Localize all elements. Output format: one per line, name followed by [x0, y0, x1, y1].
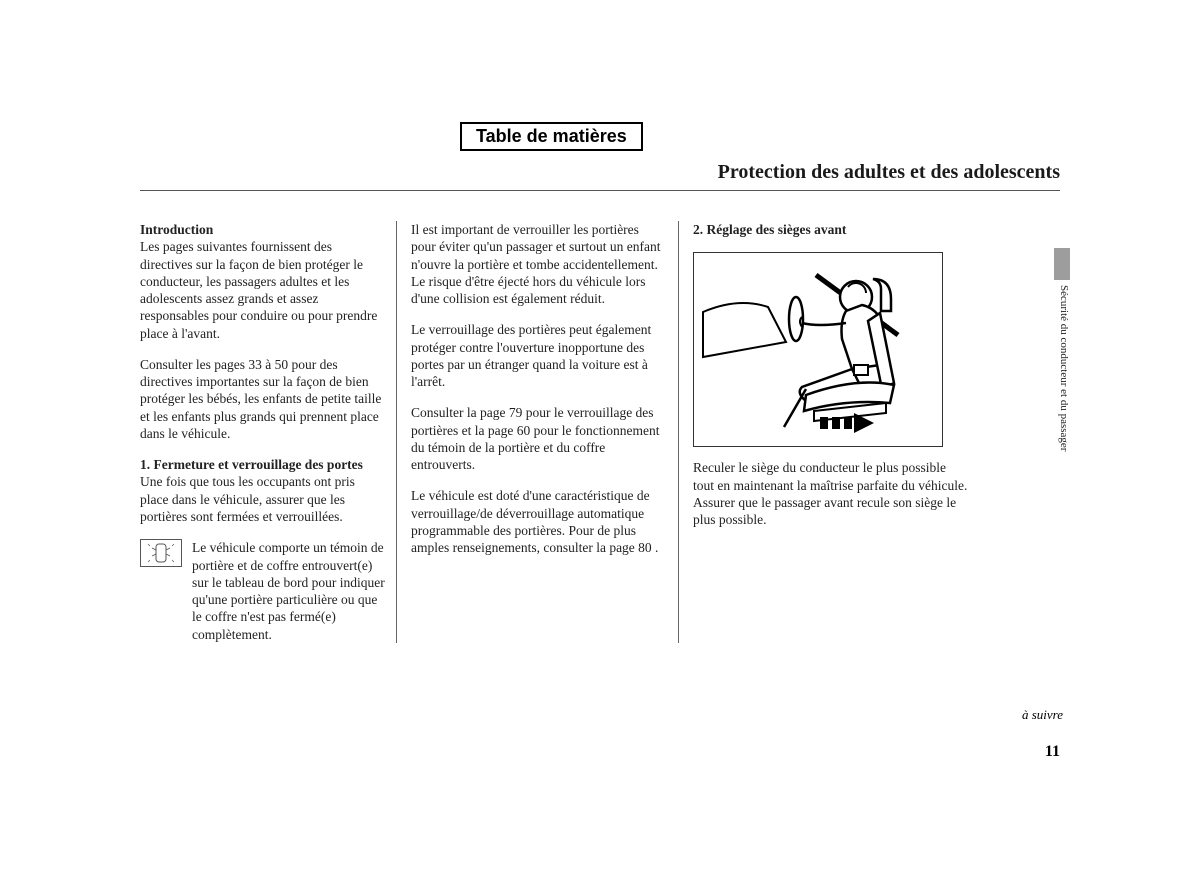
content-columns: Introduction Les pages suivantes fournis…: [140, 221, 1060, 643]
col2-p3: Consulter la page 79 pour le verrouillag…: [411, 404, 664, 473]
intro-heading: Introduction: [140, 221, 386, 238]
section-1-heading: 1. Fermeture et verrouillage des portes: [140, 456, 386, 473]
title-rule: [140, 190, 1060, 191]
seat-adjustment-figure: [693, 252, 943, 447]
door-ajar-icon: [140, 539, 182, 567]
manual-page: Table de matières Protection des adultes…: [140, 125, 1060, 643]
page-number: 11: [1045, 743, 1060, 761]
toc-button[interactable]: Table de matières: [460, 122, 643, 151]
door-indicator-text: Le véhicule comporte un témoin de portiè…: [192, 539, 386, 643]
page-ref-paragraph: Consulter les pages 33 à 50 pour des dir…: [140, 356, 386, 442]
col2-p4: Le véhicule est doté d'une caractéristiq…: [411, 487, 664, 556]
section-2-heading: 2. Réglage des sièges avant: [693, 221, 968, 238]
col2-p2: Le verrouillage des portières peut égale…: [411, 321, 664, 390]
section-tab-label: Sécurité du conducteur et du passager: [1058, 285, 1070, 451]
column-3: 2. Réglage des sièges avant: [678, 221, 968, 643]
section-1-paragraph: Une fois que tous les occupants ont pris…: [140, 473, 386, 525]
section-tab: [1054, 248, 1070, 280]
column-2: Il est important de verrouiller les port…: [396, 221, 678, 643]
section-2-paragraph: Reculer le siège du conducteur le plus p…: [693, 459, 968, 528]
col2-p1: Il est important de verrouiller les port…: [411, 221, 664, 307]
door-indicator-note: Le véhicule comporte un témoin de portiè…: [140, 539, 386, 643]
page-title: Protection des adultes et des adolescent…: [140, 161, 1060, 184]
column-1: Introduction Les pages suivantes fournis…: [140, 221, 396, 643]
continued-label: à suivre: [1022, 707, 1063, 723]
intro-paragraph: Les pages suivantes fournissent des dire…: [140, 238, 386, 342]
